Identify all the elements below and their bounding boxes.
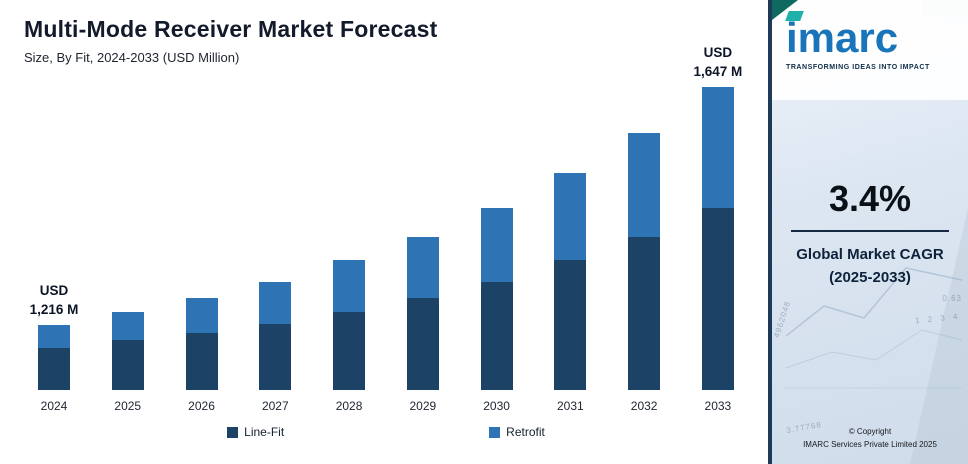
cagr-label: Global Market CAGR — [796, 246, 944, 263]
copyright: © Copyright IMARC Services Private Limit… — [772, 426, 968, 452]
bar-segment-line-fit — [259, 324, 292, 390]
bar-column: USD 1,216 M 2024 — [30, 283, 79, 413]
bar-segment-retrofit — [701, 87, 734, 208]
decorative-number: 1 2 3 4 — [914, 311, 961, 326]
x-axis-label: 2027 — [261, 399, 289, 413]
bar-stack — [259, 282, 292, 390]
bar-segment-line-fit — [701, 208, 734, 390]
x-axis-label: 2025 — [114, 399, 142, 413]
bar-stack: USD 1,647 M — [694, 45, 742, 390]
bar-segment-line-fit — [185, 333, 218, 390]
decorative-number: 4962048 — [772, 299, 793, 339]
bar-segment-retrofit — [554, 173, 587, 260]
bar-column: 2026 — [178, 298, 226, 413]
bar-column: 2025 — [104, 312, 152, 413]
cagr-block: 3.4% Global Market CAGR (2025-2033) — [772, 178, 968, 289]
bar-segment-retrofit — [38, 325, 70, 348]
page-subtitle: Size, By Fit, 2024-2033 (USD Million) — [24, 50, 240, 65]
bar-stack — [111, 312, 144, 390]
bar-segment-line-fit — [554, 260, 587, 390]
bar-segment-line-fit — [628, 237, 661, 390]
legend-label: Retrofit — [506, 425, 545, 439]
legend-item-retrofit: Retrofit — [489, 425, 545, 439]
bar-segment-line-fit — [38, 348, 70, 390]
copyright-line-1: © Copyright — [848, 427, 892, 437]
bar-stack — [480, 208, 513, 390]
bar-stack — [333, 260, 366, 390]
bar-segment-retrofit — [406, 237, 439, 298]
bar-segment-retrofit — [185, 298, 218, 333]
corner-accent-shape — [772, 0, 798, 20]
bar-value-label: USD 1,647 M — [693, 45, 743, 80]
x-axis-label: 2032 — [630, 399, 658, 413]
bar-stack — [554, 173, 587, 390]
x-axis-label: 2029 — [409, 399, 437, 413]
bar-column: 2031 — [546, 173, 594, 413]
bar-column: 2029 — [399, 237, 447, 413]
bar-segment-line-fit — [111, 340, 144, 390]
bars-row: USD 1,216 M 2024 2025 2026 2027 2028 2029 2030 20… — [24, 45, 748, 413]
x-axis-label: 2030 — [483, 399, 510, 413]
bar-segment-retrofit — [111, 312, 144, 340]
legend-swatch — [489, 426, 501, 438]
x-axis-label: 2024 — [40, 399, 68, 413]
bar-stack — [406, 237, 439, 390]
chart-panel: Multi-Mode Receiver Market Forecast Size… — [24, 16, 748, 439]
legend-swatch — [227, 426, 239, 438]
bar-stack — [185, 298, 218, 390]
bar-column: USD 1,647 M 2033 — [694, 45, 743, 413]
cagr-value: 3.4% — [828, 178, 912, 219]
bar-column: 2027 — [251, 282, 299, 413]
copyright-line-2: IMARC Services Private Limited 2025 — [803, 440, 937, 450]
bar-value-label: USD 1,216 M — [29, 283, 79, 318]
x-axis-label: 2028 — [335, 399, 363, 413]
bar-stack: USD 1,216 M — [30, 283, 78, 390]
sidebar: 4962048 1 2 3 4 0.63 3.77768 imarc TRANS… — [768, 0, 968, 464]
bar-column: 2030 — [473, 208, 521, 413]
bar-segment-retrofit — [480, 208, 513, 282]
bar-segment-retrofit — [259, 282, 292, 324]
bar-stack — [628, 133, 661, 390]
imarc-logo: imarc TRANSFORMING IDEAS INTO IMPACT — [772, 0, 968, 100]
bar-column: 2032 — [620, 133, 668, 413]
bar-segment-retrofit — [333, 260, 366, 312]
logo-text: imarc — [786, 14, 899, 61]
bar-segment-retrofit — [628, 133, 661, 237]
logo-row: imarc — [785, 11, 899, 61]
decorative-number: 0.63 — [942, 294, 962, 303]
cagr-divider — [791, 230, 949, 232]
cagr-years: (2025-2033) — [829, 268, 911, 286]
bar-column: 2028 — [325, 260, 373, 413]
legend: Line-Fit Retrofit — [24, 425, 748, 439]
bar-segment-line-fit — [406, 298, 439, 390]
bar-segment-line-fit — [333, 312, 366, 390]
legend-item-line-fit: Line-Fit — [227, 425, 284, 439]
x-axis-label: 2026 — [188, 399, 215, 413]
x-axis-label: 2031 — [557, 399, 584, 413]
bar-segment-line-fit — [480, 282, 513, 390]
legend-label: Line-Fit — [244, 425, 285, 439]
page-title: Multi-Mode Receiver Market Forecast — [24, 16, 438, 42]
x-axis-label: 2033 — [704, 399, 732, 413]
logo-tagline: TRANSFORMING IDEAS INTO IMPACT — [786, 64, 930, 72]
